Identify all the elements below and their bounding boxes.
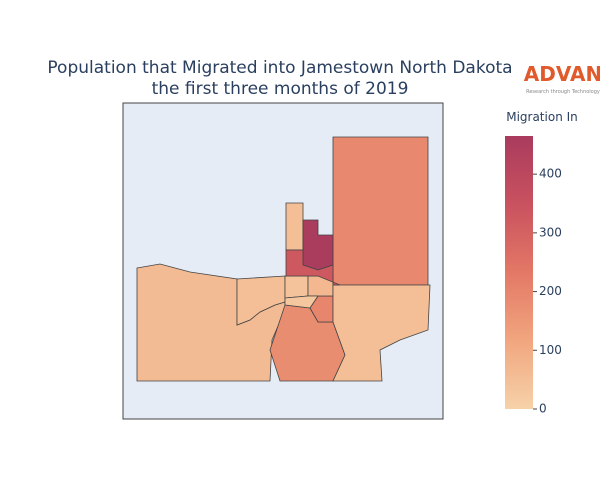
title: the first three months of 2019: [152, 79, 409, 99]
colorbar: [505, 136, 533, 409]
region: [284, 275, 309, 299]
logo: ADVAN: [524, 62, 600, 86]
colorbar-tick-label: 400: [539, 167, 562, 181]
map: [136, 136, 431, 382]
region: [285, 249, 341, 286]
colorbar-tick-label: 200: [539, 284, 562, 298]
region: [332, 284, 431, 382]
logo-tagline: Research through Technology: [526, 89, 600, 95]
colorbar-tick-label: 100: [539, 343, 562, 357]
colorbar-title: Migration In: [506, 110, 578, 124]
title: Population that Migrated into Jamestown …: [47, 58, 512, 78]
region: [332, 136, 429, 286]
colorbar-tick-label: 300: [539, 225, 562, 239]
region: [285, 202, 304, 251]
region: [284, 295, 319, 309]
colorbar-tick-label: 0: [539, 402, 547, 416]
